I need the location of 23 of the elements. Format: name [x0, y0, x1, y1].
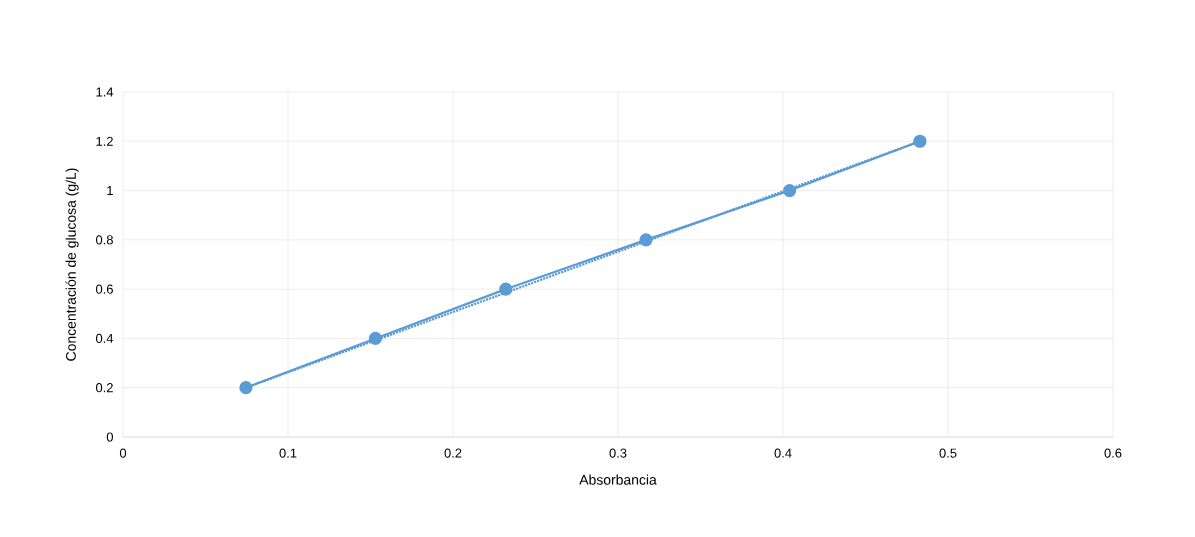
x-tick-label: 0.6 — [1104, 448, 1122, 458]
y-tick-label: 0.4 — [95, 333, 114, 343]
x-tick-label: 0.1 — [279, 448, 297, 458]
x-tick-label: 0 — [119, 448, 127, 458]
y-tick-label: 0 — [106, 432, 113, 442]
x-tick-label: 0.4 — [774, 448, 792, 458]
y-axis-title: Concentración de glucosa (g/L) — [65, 168, 79, 361]
point — [639, 233, 653, 247]
y-tick-label: 1.2 — [96, 136, 113, 146]
point — [913, 134, 927, 148]
point — [499, 282, 513, 296]
point — [368, 331, 383, 346]
y-tick-label: 0.6 — [95, 284, 113, 294]
y-tick-label: 0.2 — [95, 383, 113, 393]
y-tick-label: 0.8 — [95, 235, 113, 245]
y-tick-label: 1 — [107, 186, 113, 196]
x-tick-label: 0.2 — [444, 448, 462, 458]
x-tick-label: 0.3 — [609, 448, 627, 458]
point — [783, 183, 797, 198]
x-axis-title: Absorbancia — [579, 474, 657, 485]
point — [239, 381, 253, 395]
y-tick-label: 1.4 — [96, 87, 114, 97]
x-tick-label: 0.5 — [939, 448, 957, 458]
